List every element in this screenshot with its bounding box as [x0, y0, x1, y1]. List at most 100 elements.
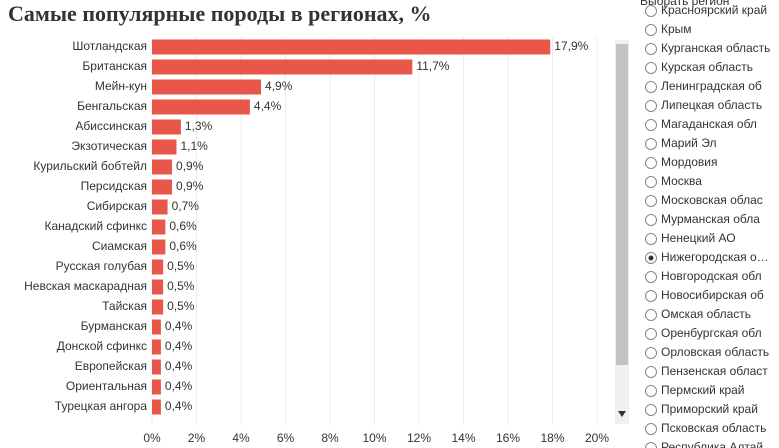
y-tick-label: Ориентальная — [66, 379, 147, 393]
y-tick-label: Экзотическая — [71, 139, 147, 153]
value-label: 1,3% — [185, 119, 213, 133]
radio-button[interactable] — [645, 138, 657, 150]
x-tick-label: 2% — [188, 431, 206, 445]
x-tick-label: 18% — [540, 431, 564, 445]
chart-title: Самые популярные породы в регионах, % — [8, 1, 432, 26]
bar — [152, 59, 413, 75]
bar — [152, 299, 164, 315]
radio-button[interactable] — [645, 157, 657, 169]
y-tick-label: Европейская — [75, 359, 147, 373]
radio-label[interactable]: Курская область — [661, 60, 753, 74]
value-label: 0,4% — [165, 319, 193, 333]
radio-button[interactable] — [645, 366, 657, 378]
radio-label[interactable]: Псковская область — [661, 421, 766, 435]
radio-label[interactable]: Пензенская област — [661, 364, 768, 378]
radio-label[interactable]: Нижегородская о… — [661, 250, 769, 264]
y-tick-label: Сибирская — [87, 199, 147, 213]
radio-button[interactable] — [645, 328, 657, 340]
radio-label[interactable]: Мурманская обла — [661, 212, 760, 226]
radio-dot[interactable] — [648, 255, 654, 261]
value-label: 0,5% — [167, 279, 195, 293]
bar — [152, 159, 173, 175]
x-tick-label: 0% — [143, 431, 161, 445]
radio-button[interactable] — [645, 271, 657, 283]
bar — [152, 39, 551, 55]
radio-label[interactable]: Новосибирская об — [661, 288, 764, 302]
scroll-arrow[interactable] — [618, 411, 626, 417]
value-label: 0,6% — [169, 239, 197, 253]
radio-button[interactable] — [645, 62, 657, 74]
radio-button[interactable] — [645, 423, 657, 435]
radio-label[interactable]: Москва — [661, 174, 702, 188]
y-tick-label: Персидская — [81, 179, 147, 193]
radio-label[interactable]: Липецкая область — [661, 98, 762, 112]
bar — [152, 319, 161, 335]
scrollbar-thumb[interactable] — [616, 44, 628, 365]
value-label: 0,4% — [165, 359, 193, 373]
radio-label[interactable]: Красноярский край — [661, 3, 767, 17]
value-label: 11,7% — [416, 59, 449, 73]
radio-label[interactable]: Новгородская обл — [661, 269, 762, 283]
radio-label[interactable]: Пермский край — [661, 383, 745, 397]
radio-label[interactable]: Ленинградская об — [661, 79, 762, 93]
radio-button[interactable] — [645, 195, 657, 207]
value-label: 0,4% — [165, 339, 193, 353]
y-tick-label: Бурманская — [81, 319, 147, 333]
radio-button[interactable] — [645, 81, 657, 93]
radio-button[interactable] — [645, 5, 657, 17]
value-label: 4,9% — [265, 79, 293, 93]
radio-label[interactable]: Курганская область — [661, 41, 770, 55]
y-tick-label: Донской сфинкс — [57, 339, 147, 353]
bar — [152, 379, 161, 395]
radio-label[interactable]: Марий Эл — [661, 136, 716, 150]
radio-label[interactable]: Московская облас — [661, 193, 763, 207]
radio-label[interactable]: Ненецкий АО — [661, 231, 736, 245]
radio-button[interactable] — [645, 442, 657, 448]
bar — [152, 119, 181, 135]
radio-label[interactable]: Мордовия — [661, 155, 717, 169]
radio-button[interactable] — [645, 385, 657, 397]
bar — [152, 359, 161, 375]
radio-label[interactable]: Приморский край — [661, 402, 758, 416]
radio-button[interactable] — [645, 404, 657, 416]
y-tick-label: Русская голубая — [56, 259, 147, 273]
radio-button[interactable] — [645, 347, 657, 359]
radio-button[interactable] — [645, 100, 657, 112]
bar — [152, 339, 161, 355]
value-label: 0,4% — [165, 379, 193, 393]
value-label: 1,1% — [180, 139, 208, 153]
bar — [152, 399, 161, 415]
y-tick-label: Абиссинская — [75, 119, 147, 133]
radio-button[interactable] — [645, 24, 657, 36]
x-tick-label: 14% — [451, 431, 475, 445]
bar — [152, 139, 177, 155]
radio-button[interactable] — [645, 176, 657, 188]
bar — [152, 259, 164, 275]
radio-button[interactable] — [645, 119, 657, 131]
y-tick-label: Курильский бобтейл — [33, 159, 147, 173]
radio-label[interactable]: Республика Алтай — [661, 440, 763, 448]
y-tick-label: Мейн-кун — [95, 79, 147, 93]
radio-label[interactable]: Орловская область — [661, 345, 769, 359]
panel-title: Выбрать регион — [640, 0, 729, 8]
radio-label[interactable]: Оренбургская обл — [661, 326, 762, 340]
radio-label[interactable]: Омская область — [661, 307, 751, 321]
radio-button[interactable] — [645, 290, 657, 302]
bar — [152, 199, 168, 215]
y-tick-label: Тайская — [102, 299, 147, 313]
radio-button[interactable] — [645, 233, 657, 245]
y-tick-label: Британская — [82, 59, 147, 73]
value-label: 4,4% — [254, 99, 282, 113]
x-tick-label: 4% — [232, 431, 250, 445]
y-tick-label: Шотландская — [72, 39, 147, 53]
bar — [152, 179, 173, 195]
value-label: 0,7% — [172, 199, 200, 213]
value-label: 0,9% — [176, 179, 204, 193]
radio-button[interactable] — [645, 309, 657, 321]
radio-button[interactable] — [645, 43, 657, 55]
bar — [152, 79, 262, 95]
radio-button[interactable] — [645, 214, 657, 226]
radio-label[interactable]: Магаданская обл — [661, 117, 757, 131]
radio-label[interactable]: Крым — [661, 22, 692, 36]
